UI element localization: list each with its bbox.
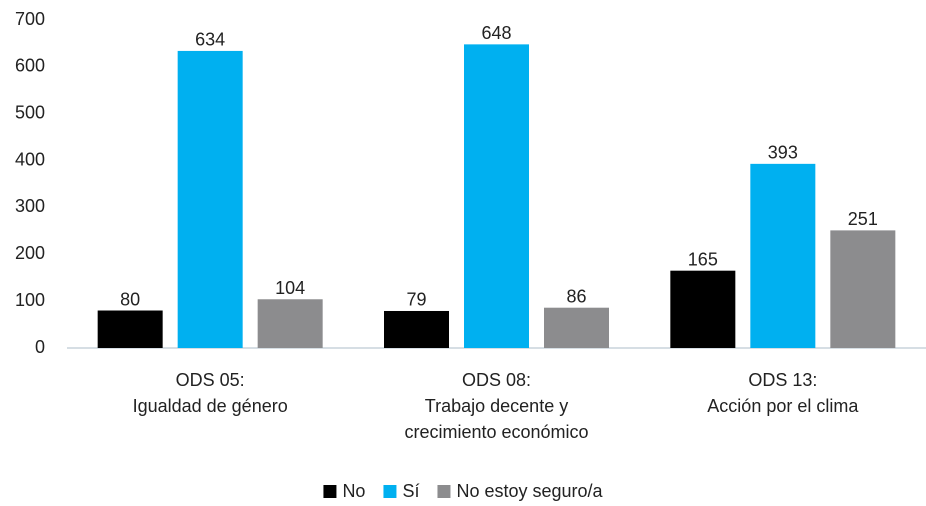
y-tick-label: 700 xyxy=(15,9,45,29)
bar xyxy=(544,307,609,348)
data-label: 634 xyxy=(195,30,225,50)
x-tick-label: ODS 13: Acción por el clima xyxy=(707,370,859,416)
bar xyxy=(257,299,323,348)
legend-swatch xyxy=(383,485,397,498)
bar xyxy=(830,230,896,348)
legend-label: No xyxy=(342,481,365,501)
data-label: 648 xyxy=(481,23,511,43)
bar xyxy=(177,50,243,348)
x-tick-label: ODS 08: Trabajo decente y crecimiento ec… xyxy=(404,370,589,442)
data-label: 79 xyxy=(406,290,426,310)
bar xyxy=(384,310,449,348)
bar xyxy=(670,270,736,348)
y-tick-label: 0 xyxy=(35,337,45,357)
bar xyxy=(750,163,816,348)
bar xyxy=(97,310,163,348)
y-tick-label: 100 xyxy=(15,290,45,310)
legend-label: Sí xyxy=(402,481,419,501)
data-label: 251 xyxy=(848,209,878,229)
y-tick-label: 200 xyxy=(15,243,45,263)
bar xyxy=(464,44,529,348)
data-label: 393 xyxy=(768,143,798,163)
x-tick-label: ODS 05: Igualdad de género xyxy=(132,370,288,416)
data-label: 86 xyxy=(566,286,586,306)
y-tick-label: 500 xyxy=(15,102,45,122)
legend-swatch xyxy=(323,485,337,498)
y-tick-label: 600 xyxy=(15,56,45,76)
data-label: 104 xyxy=(275,278,305,298)
data-label: 80 xyxy=(120,289,140,309)
legend-label: No estoy seguro/a xyxy=(456,481,603,501)
legend-swatch xyxy=(437,485,451,498)
y-tick-label: 300 xyxy=(15,196,45,216)
data-label: 165 xyxy=(688,249,718,269)
y-tick-label: 400 xyxy=(15,149,45,169)
